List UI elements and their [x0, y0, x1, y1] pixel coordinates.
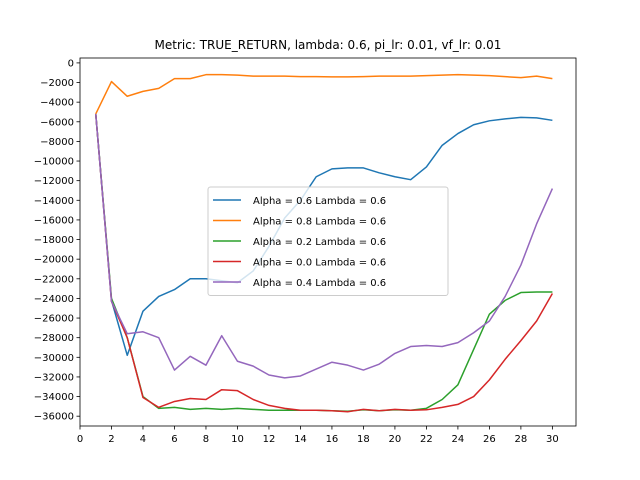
- y-tick-label: −36000: [34, 412, 74, 423]
- x-tick-label: 24: [452, 434, 465, 445]
- x-tick-label: 0: [77, 434, 83, 445]
- series-line-1: [95, 73, 553, 115]
- x-tick-label: 4: [140, 434, 146, 445]
- legend: Alpha = 0.6 Lambda = 0.6 Alpha = 0.8 Lamb…: [207, 186, 449, 296]
- y-tick-label: −10000: [34, 157, 74, 168]
- y-tick-label: −24000: [34, 294, 74, 305]
- legend-label: Alpha = 0.6 Lambda = 0.6: [253, 196, 386, 207]
- legend-label: Alpha = 0.0 Lambda = 0.6: [253, 258, 386, 269]
- plot-frame: [79, 57, 577, 427]
- x-tick-label: 26: [483, 434, 496, 445]
- x-tick-label: 8: [203, 434, 209, 445]
- y-tick-label: −6000: [40, 117, 74, 128]
- y-tick-label: −22000: [34, 274, 74, 285]
- plot-area: [79, 57, 577, 427]
- chart-title: Metric: TRUE_RETURN, lambda: 0.6, pi_lr:…: [155, 38, 502, 52]
- x-tick-label: 14: [294, 434, 307, 445]
- y-tick-label: −8000: [40, 137, 74, 148]
- series-line-0: [95, 113, 553, 357]
- x-tick-label: 16: [326, 434, 339, 445]
- legend-label: Alpha = 0.2 Lambda = 0.6: [253, 237, 386, 248]
- series-line-3: [95, 113, 554, 413]
- y-tick-label: −18000: [34, 235, 74, 246]
- y-tick-label: −12000: [34, 176, 74, 187]
- x-tick-label: 20: [389, 434, 402, 445]
- y-tick-label: −20000: [34, 255, 74, 266]
- y-tick-label: −26000: [34, 314, 74, 325]
- x-tick-label: 2: [108, 434, 114, 445]
- y-axis: 0 −2000 −4000 −6000 −8000 −10000 −12000 −14000 −…: [34, 58, 80, 423]
- y-tick-label: −14000: [34, 196, 74, 207]
- y-tick-label: −2000: [40, 78, 74, 89]
- x-tick-label: 28: [515, 434, 528, 445]
- x-tick-label: 6: [171, 434, 177, 445]
- x-tick-label: 22: [420, 434, 433, 445]
- y-tick-label: −28000: [34, 333, 74, 344]
- legend-box: [207, 186, 449, 296]
- series-lines: [95, 73, 554, 413]
- x-tick-label: 30: [546, 434, 559, 445]
- x-tick-label: 10: [231, 434, 244, 445]
- y-tick-label: −34000: [34, 392, 74, 403]
- legend-label: Alpha = 0.8 Lambda = 0.6: [253, 217, 386, 228]
- x-tick-label: 12: [263, 434, 276, 445]
- x-axis: 0 2 4 6 8 10 12 14 16 18 20 22 24 26 28 30: [77, 426, 559, 445]
- y-tick-label: 0: [68, 58, 74, 69]
- series-line-4: [95, 113, 554, 379]
- y-tick-label: −32000: [34, 372, 74, 383]
- x-tick-label: 18: [357, 434, 370, 445]
- legend-label: Alpha = 0.4 Lambda = 0.6: [253, 278, 386, 289]
- y-tick-label: −16000: [34, 215, 74, 226]
- y-tick-label: −30000: [34, 353, 74, 364]
- y-tick-label: −4000: [40, 98, 74, 109]
